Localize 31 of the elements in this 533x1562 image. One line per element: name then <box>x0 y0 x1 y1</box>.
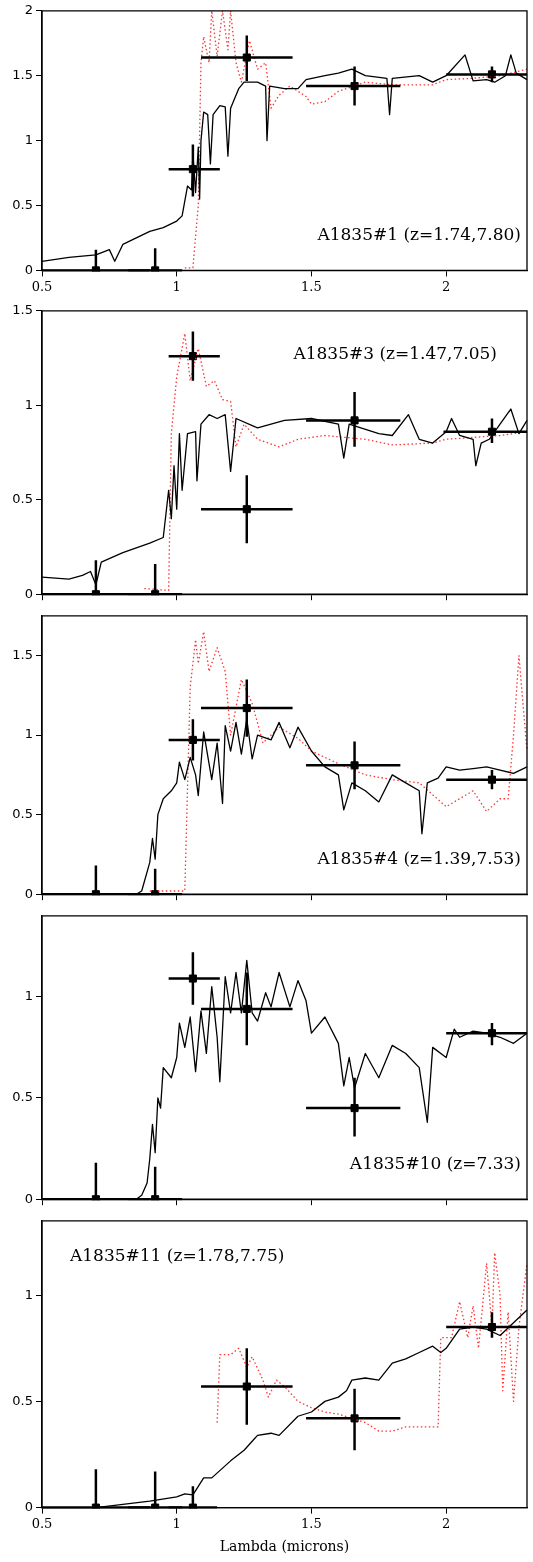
annotation: A1835#4 (z=1.39,7.53) <box>316 848 521 869</box>
y-tick-label: 0.5 <box>12 1392 33 1408</box>
y-tick-label: 0 <box>24 585 33 601</box>
annotation: A1835#11 (z=1.78,7.75) <box>69 1244 285 1265</box>
y-tick-label: 1 <box>24 131 33 147</box>
annotation: A1835#1 (z=1.74,7.80) <box>316 224 521 245</box>
x-tick-label: 2 <box>442 278 451 294</box>
x-tick-label: 1 <box>172 1515 181 1531</box>
y-tick-label: 0.5 <box>12 196 33 212</box>
y-tick-label: 0 <box>24 261 33 277</box>
y-tick-label: 0.5 <box>12 491 33 507</box>
annotation: A1835#3 (z=1.47,7.05) <box>292 342 497 363</box>
x-tick-label: 1 <box>172 278 181 294</box>
x-tick-label: 1.5 <box>301 278 322 294</box>
y-tick-label: 0 <box>24 885 33 901</box>
y-tick-label: 1.5 <box>12 302 33 318</box>
y-tick-label: 0 <box>24 1498 33 1514</box>
y-tick-label: 1 <box>24 988 33 1004</box>
x-axis-title: Lambda (microns) <box>219 1538 350 1555</box>
y-tick-label: 2 <box>24 2 33 18</box>
y-tick-label: 1.5 <box>12 67 33 83</box>
y-tick-label: 1 <box>24 1286 33 1302</box>
y-tick-label: 1 <box>24 396 33 412</box>
y-tick-label: 0.5 <box>12 806 33 822</box>
x-tick-label: 2 <box>442 1515 451 1531</box>
y-tick-label: 0.5 <box>12 1089 33 1105</box>
y-tick-label: 0 <box>24 1190 33 1206</box>
annotation: A1835#10 (z=7.33) <box>348 1153 521 1174</box>
y-tick-label: 1 <box>24 726 33 742</box>
y-tick-label: 1.5 <box>12 646 33 662</box>
x-tick-label: 1.5 <box>301 1515 322 1531</box>
